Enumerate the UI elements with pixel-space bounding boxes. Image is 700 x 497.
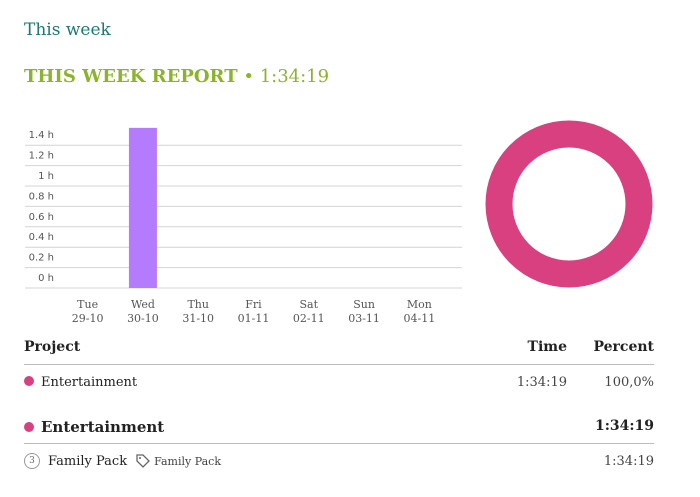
column-header: Project — [24, 339, 81, 355]
page-title: This week — [24, 20, 111, 40]
report-title: THIS WEEK REPORT — [24, 66, 238, 87]
entry-count: 3 — [24, 453, 40, 469]
x-tick-label: Sat — [300, 298, 319, 311]
report-heading: THIS WEEK REPORT • 1:34:19 — [24, 66, 329, 87]
y-tick-label: 0.6 h — [29, 212, 54, 223]
tag-icon — [136, 454, 151, 468]
project-name: Entertainment — [41, 375, 138, 390]
column-header: Time — [527, 339, 567, 355]
divider — [24, 443, 654, 444]
x-tick-date: 01-11 — [238, 312, 270, 325]
project-time: 1:34:19 — [516, 375, 567, 390]
y-tick-label: 0 h — [38, 273, 54, 284]
x-tick-label: Fri — [245, 298, 262, 311]
column-header: Percent — [593, 339, 654, 355]
entry-description: Family Pack — [48, 453, 128, 469]
x-tick-date: 31-10 — [182, 312, 214, 325]
x-tick-label: Sun — [353, 298, 375, 311]
x-tick-label: Mon — [407, 298, 432, 311]
donut-segment — [485, 120, 653, 288]
x-tick-label: Thu — [187, 298, 209, 311]
group-row: Entertainment — [24, 418, 164, 436]
y-tick-label: 0.4 h — [29, 232, 54, 243]
separator: • — [243, 66, 254, 87]
group-time: 1:34:19 — [594, 418, 654, 434]
group-color — [24, 422, 34, 432]
x-tick-label: Wed — [131, 298, 155, 311]
entry-time: 1:34:19 — [603, 454, 654, 469]
project-row: Entertainment — [24, 375, 137, 390]
x-tick-date: 30-10 — [127, 312, 159, 325]
y-tick-label: 1.2 h — [29, 151, 54, 162]
x-tick-label: Tue — [77, 298, 98, 311]
y-tick-label: 0.8 h — [29, 191, 54, 202]
report-total: 1:34:19 — [259, 66, 330, 87]
entry-tag: Family Pack — [154, 454, 222, 468]
x-tick-date: 02-11 — [293, 312, 325, 325]
y-tick-label: 0.2 h — [29, 253, 54, 264]
project-color — [24, 376, 34, 386]
divider — [24, 364, 654, 365]
x-tick-date: 04-11 — [403, 312, 435, 325]
x-tick-date: 03-11 — [348, 312, 380, 325]
x-tick-date: 29-10 — [72, 312, 104, 325]
y-tick-label: 1 h — [38, 171, 54, 182]
y-tick-label: 1.4 h — [29, 130, 54, 141]
bar — [128, 127, 157, 288]
entry-row[interactable]: 3 Family Pack Family Pack — [24, 453, 221, 469]
group-name: Entertainment — [41, 418, 165, 436]
chart: 0 h 0.2 h 0.4 h 0.6 h 0.8 h 1 h 1.2 h 1.4 h Tue2… — [25, 120, 653, 325]
project-percent: 100,0% — [604, 375, 654, 390]
